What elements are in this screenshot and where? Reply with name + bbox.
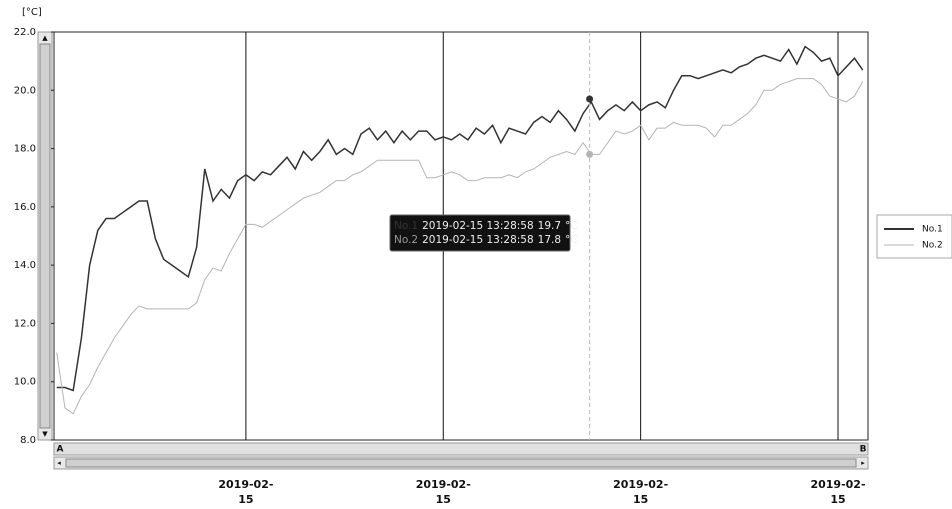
- tooltip-unit: °C: [565, 220, 578, 232]
- tooltip-row: No.2 2019-02-15 13:28:58 17.8 °C: [394, 234, 578, 246]
- x-tick-label: 2019-02-15 10:00:00: [218, 478, 274, 509]
- svg-text:◂: ◂: [57, 459, 61, 467]
- y-axis-label: [°C]: [22, 7, 42, 18]
- tooltip-value: 19.7: [538, 220, 561, 232]
- legend-label: No.2: [922, 241, 943, 251]
- y-tick-label: 16.0: [14, 202, 36, 213]
- legend-label: No.1: [922, 225, 943, 235]
- y-tick-label: 14.0: [14, 260, 36, 271]
- tooltip-series-name: No.1: [394, 220, 418, 232]
- svg-text:▲: ▲: [42, 34, 48, 42]
- y-tick-label: 22.0: [14, 27, 36, 38]
- y-tick-label: 18.0: [14, 144, 36, 155]
- legend-box: [876, 214, 952, 259]
- x-tick-label: 2019-02-15 12:00:00: [415, 478, 471, 509]
- tooltip-time: 2019-02-15 13:28:58: [422, 220, 534, 232]
- vertical-scrollbar[interactable]: ▲ ▼: [37, 31, 53, 441]
- scroll-start-label: A: [57, 445, 64, 455]
- svg-text:▸: ▸: [861, 459, 865, 467]
- tooltip-unit: °C: [565, 234, 578, 246]
- y-tick-label: 10.0: [14, 377, 36, 388]
- x-tick-label: 2019-02-15 14:00:00: [613, 478, 669, 509]
- cursor-point: [586, 95, 594, 103]
- cursor-point: [586, 150, 594, 158]
- y-tick-label: 20.0: [14, 85, 36, 96]
- tooltip-series-name: No.2: [394, 234, 418, 246]
- tooltip-box: [389, 214, 571, 252]
- tooltip-row: No.1 2019-02-15 13:28:58 19.7 °C: [394, 220, 578, 232]
- scroll-end-label: B: [860, 445, 867, 455]
- y-tick-label: 8.0: [20, 435, 36, 446]
- svg-text:▼: ▼: [42, 430, 48, 438]
- tooltip-value: 17.8: [538, 234, 561, 246]
- series-line: [56, 45, 864, 392]
- series-line: [56, 78, 864, 415]
- y-tick-label: 12.0: [14, 318, 36, 329]
- x-tick-label: 2019-02-15 16:00:00: [810, 478, 866, 509]
- horizontal-scrollbar[interactable]: ◂ ▸: [53, 442, 869, 470]
- tooltip-time: 2019-02-15 13:28:58: [422, 234, 534, 246]
